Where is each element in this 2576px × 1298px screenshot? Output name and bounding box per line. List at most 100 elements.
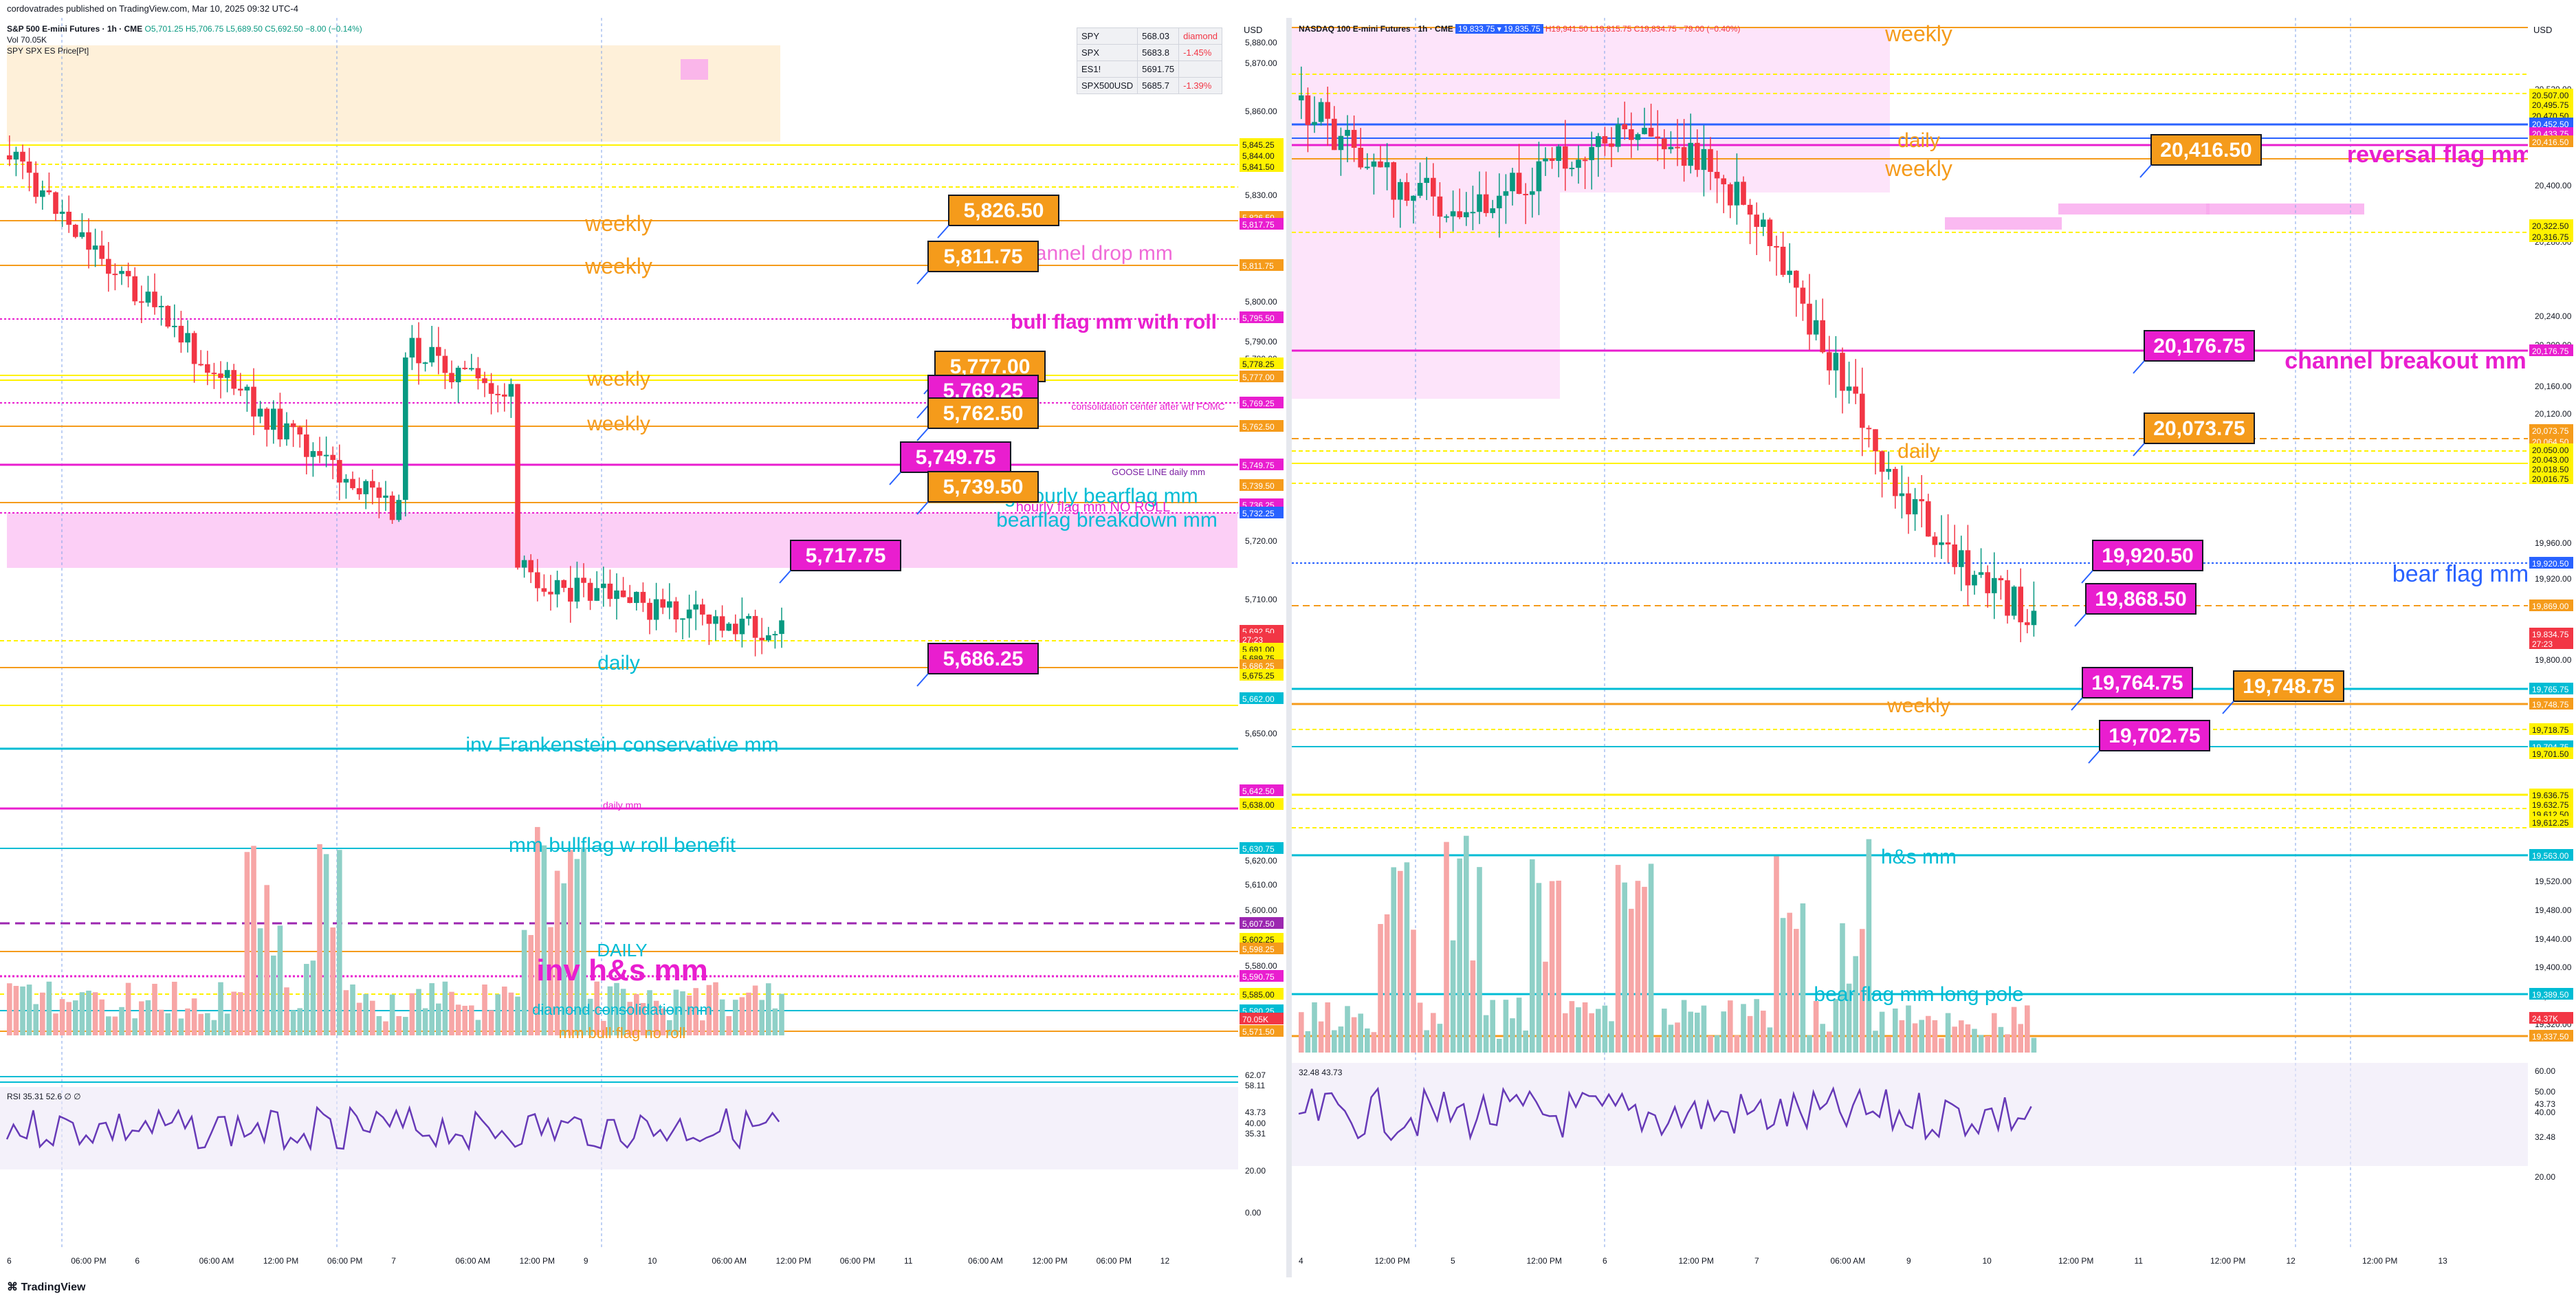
price-callout-box[interactable] bbox=[2233, 670, 2344, 702]
candle-body bbox=[172, 325, 177, 327]
price-level-badge[interactable] bbox=[2529, 747, 2573, 759]
volume-bar bbox=[1556, 880, 1561, 1053]
price-level-badge[interactable] bbox=[2529, 344, 2573, 356]
price-level-badge[interactable] bbox=[1240, 988, 1284, 1000]
watchlist-row[interactable]: SPY 568.03 diamond bbox=[1076, 28, 1223, 45]
price-callout-box[interactable] bbox=[927, 471, 1039, 503]
volume-bar bbox=[403, 1017, 408, 1035]
price-level-badge[interactable] bbox=[1240, 933, 1284, 945]
price-level-badge[interactable] bbox=[2529, 135, 2573, 147]
price-level-badge[interactable] bbox=[2529, 849, 2573, 861]
price-level-badge[interactable] bbox=[1240, 633, 1284, 645]
price-level-badge[interactable] bbox=[2529, 463, 2573, 474]
price-level-badge[interactable] bbox=[2529, 600, 2573, 611]
price-callout-box[interactable] bbox=[927, 241, 1039, 272]
price-callout-box[interactable] bbox=[2085, 583, 2197, 615]
price-level-badge[interactable] bbox=[1240, 358, 1284, 369]
price-level-badge[interactable] bbox=[1240, 692, 1284, 704]
price-callout-box[interactable] bbox=[2082, 667, 2193, 698]
candle-body bbox=[772, 634, 778, 636]
price-level-badge[interactable] bbox=[1240, 371, 1284, 382]
price-level-badge[interactable] bbox=[2529, 219, 2573, 231]
es-chart-canvas[interactable]: RSI 35.31 52.6 ∅ ∅ weekly weekly channel dr… bbox=[0, 18, 1286, 1277]
candle-body bbox=[422, 362, 428, 364]
price-callout-box[interactable] bbox=[2092, 540, 2203, 571]
es-chart-pane[interactable]: RSI 35.31 52.6 ∅ ∅ weekly weekly channel dr… bbox=[0, 18, 1286, 1277]
price-level-badge[interactable] bbox=[1240, 669, 1284, 681]
price-level-badge[interactable] bbox=[2529, 89, 2573, 100]
rsi-band bbox=[1292, 1063, 2528, 1166]
annotation-label: channel drop mm bbox=[1013, 242, 1173, 265]
price-level-badge[interactable] bbox=[1240, 459, 1284, 470]
price-level-badge[interactable] bbox=[1240, 659, 1284, 671]
price-level-badge[interactable] bbox=[2529, 118, 2573, 129]
price-callout-box[interactable] bbox=[900, 441, 1011, 473]
price-level-badge[interactable] bbox=[2529, 453, 2573, 465]
price-level-badge[interactable] bbox=[2529, 628, 2573, 639]
price-callout-box[interactable] bbox=[927, 397, 1039, 429]
price-callout-box[interactable] bbox=[2150, 134, 2262, 166]
price-callout-box[interactable] bbox=[2144, 330, 2255, 362]
price-level-badge[interactable] bbox=[1240, 1025, 1284, 1037]
price-level-badge[interactable] bbox=[1240, 507, 1284, 518]
price-level-badge[interactable] bbox=[1240, 970, 1284, 982]
time-axis[interactable] bbox=[0, 1248, 1286, 1277]
time-axis[interactable] bbox=[1292, 1248, 2576, 1277]
candle-body bbox=[1378, 161, 1383, 168]
price-callout-box[interactable] bbox=[2144, 412, 2255, 444]
price-level-badge[interactable] bbox=[2529, 472, 2573, 484]
price-callout-box[interactable] bbox=[948, 195, 1059, 226]
watchlist-row[interactable]: ES1! 5691.75 bbox=[1076, 60, 1223, 78]
price-level-badge[interactable] bbox=[1240, 149, 1284, 161]
price-level-badge[interactable] bbox=[1240, 643, 1284, 654]
price-level-badge[interactable] bbox=[2529, 816, 2573, 828]
price-level-badge[interactable] bbox=[1240, 842, 1284, 854]
price-level-badge[interactable] bbox=[1240, 943, 1284, 954]
price-level-badge[interactable] bbox=[2529, 698, 2573, 710]
volume-bar bbox=[686, 996, 692, 1035]
pane-divider[interactable] bbox=[1286, 18, 1292, 1277]
candle-body bbox=[139, 301, 144, 303]
price-level-badge[interactable] bbox=[1240, 160, 1284, 172]
price-level-badge[interactable] bbox=[2529, 230, 2573, 242]
price-level-badge[interactable] bbox=[1240, 259, 1284, 271]
es-overlay[interactable]: SPY SPX ES Price[Pt] bbox=[7, 46, 89, 56]
price-level-badge[interactable] bbox=[1240, 798, 1284, 810]
price-level-badge[interactable] bbox=[1240, 311, 1284, 323]
price-level-badge[interactable] bbox=[2529, 1012, 2573, 1024]
price-level-badge[interactable] bbox=[2529, 1030, 2573, 1042]
price-level-badge[interactable] bbox=[2529, 798, 2573, 810]
volume-bar bbox=[482, 984, 487, 1035]
price-level-badge[interactable] bbox=[1240, 138, 1284, 150]
candle-body bbox=[1655, 136, 1660, 139]
price-level-badge[interactable] bbox=[2529, 424, 2573, 436]
nq-chart-pane[interactable]: 32.48 43.73 weekly daily weekly reversal fla… bbox=[1292, 18, 2576, 1277]
price-level-badge[interactable] bbox=[2529, 557, 2573, 569]
price-callout-box[interactable] bbox=[790, 540, 901, 571]
price-callout-box[interactable] bbox=[2099, 720, 2210, 751]
price-level-badge[interactable] bbox=[1240, 1013, 1284, 1024]
price-level-badge[interactable] bbox=[2529, 98, 2573, 110]
price-level-badge[interactable] bbox=[1240, 917, 1284, 929]
watchlist-row[interactable]: SPX 5683.8 -1.45% bbox=[1076, 44, 1223, 61]
price-level-badge[interactable] bbox=[2529, 988, 2573, 1000]
candle-body bbox=[752, 616, 758, 638]
price-level-badge[interactable] bbox=[2529, 683, 2573, 694]
price-level-badge[interactable] bbox=[1240, 420, 1284, 432]
price-level-badge[interactable] bbox=[1240, 397, 1284, 408]
es-symbol[interactable]: S&P 500 E-mini Futures · 1h · CME bbox=[7, 24, 143, 34]
price-level-badge[interactable] bbox=[2529, 789, 2573, 800]
price-level-badge[interactable] bbox=[1240, 218, 1284, 230]
watchlist-row[interactable]: SPX500USD 5685.7 -1.39% bbox=[1076, 77, 1223, 94]
price-level-badge[interactable] bbox=[1240, 784, 1284, 796]
volume-bar bbox=[238, 992, 243, 1035]
price-level-badge[interactable] bbox=[2529, 443, 2573, 455]
nq-chart-canvas[interactable]: 32.48 43.73 weekly daily weekly reversal fla… bbox=[1292, 18, 2576, 1277]
price-level-badge[interactable] bbox=[2529, 637, 2573, 649]
price-callout-box[interactable] bbox=[927, 643, 1039, 674]
es-volume[interactable]: Vol 70.05K bbox=[7, 35, 47, 45]
nq-symbol[interactable]: NASDAQ 100 E-mini Futures · 1h · CME bbox=[1299, 24, 1453, 34]
price-level-text: 5,841.50 bbox=[1242, 162, 1275, 172]
price-level-badge[interactable] bbox=[1240, 479, 1284, 491]
price-level-badge[interactable] bbox=[2529, 723, 2573, 735]
